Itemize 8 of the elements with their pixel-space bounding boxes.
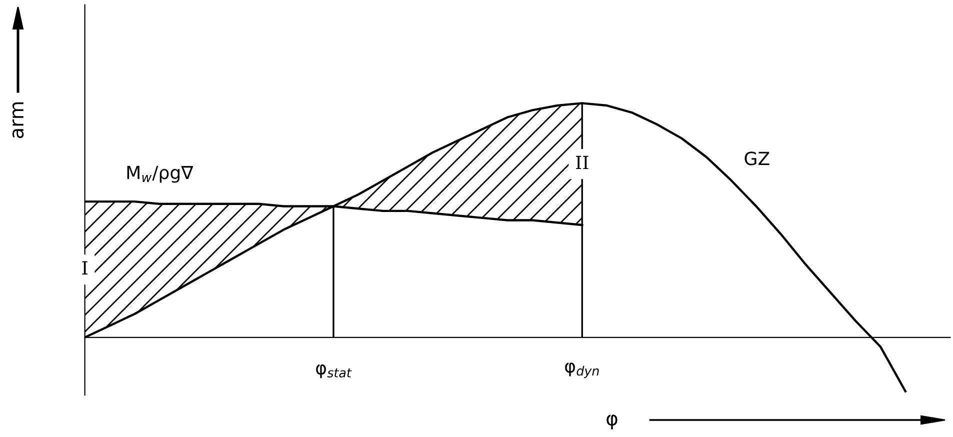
x-tick-label: φ$_{stat}$	[316, 364, 352, 378]
series-label: GZ	[744, 152, 770, 166]
series-label: M$_{w}$/ρg∇	[127, 166, 194, 183]
x-tick-label: φ$_{dyn}$	[565, 362, 599, 378]
annotation: I	[82, 261, 88, 274]
annotation: II	[576, 156, 588, 170]
y-axis-title: arm	[12, 102, 24, 138]
x-axis-title: φ	[606, 414, 618, 430]
